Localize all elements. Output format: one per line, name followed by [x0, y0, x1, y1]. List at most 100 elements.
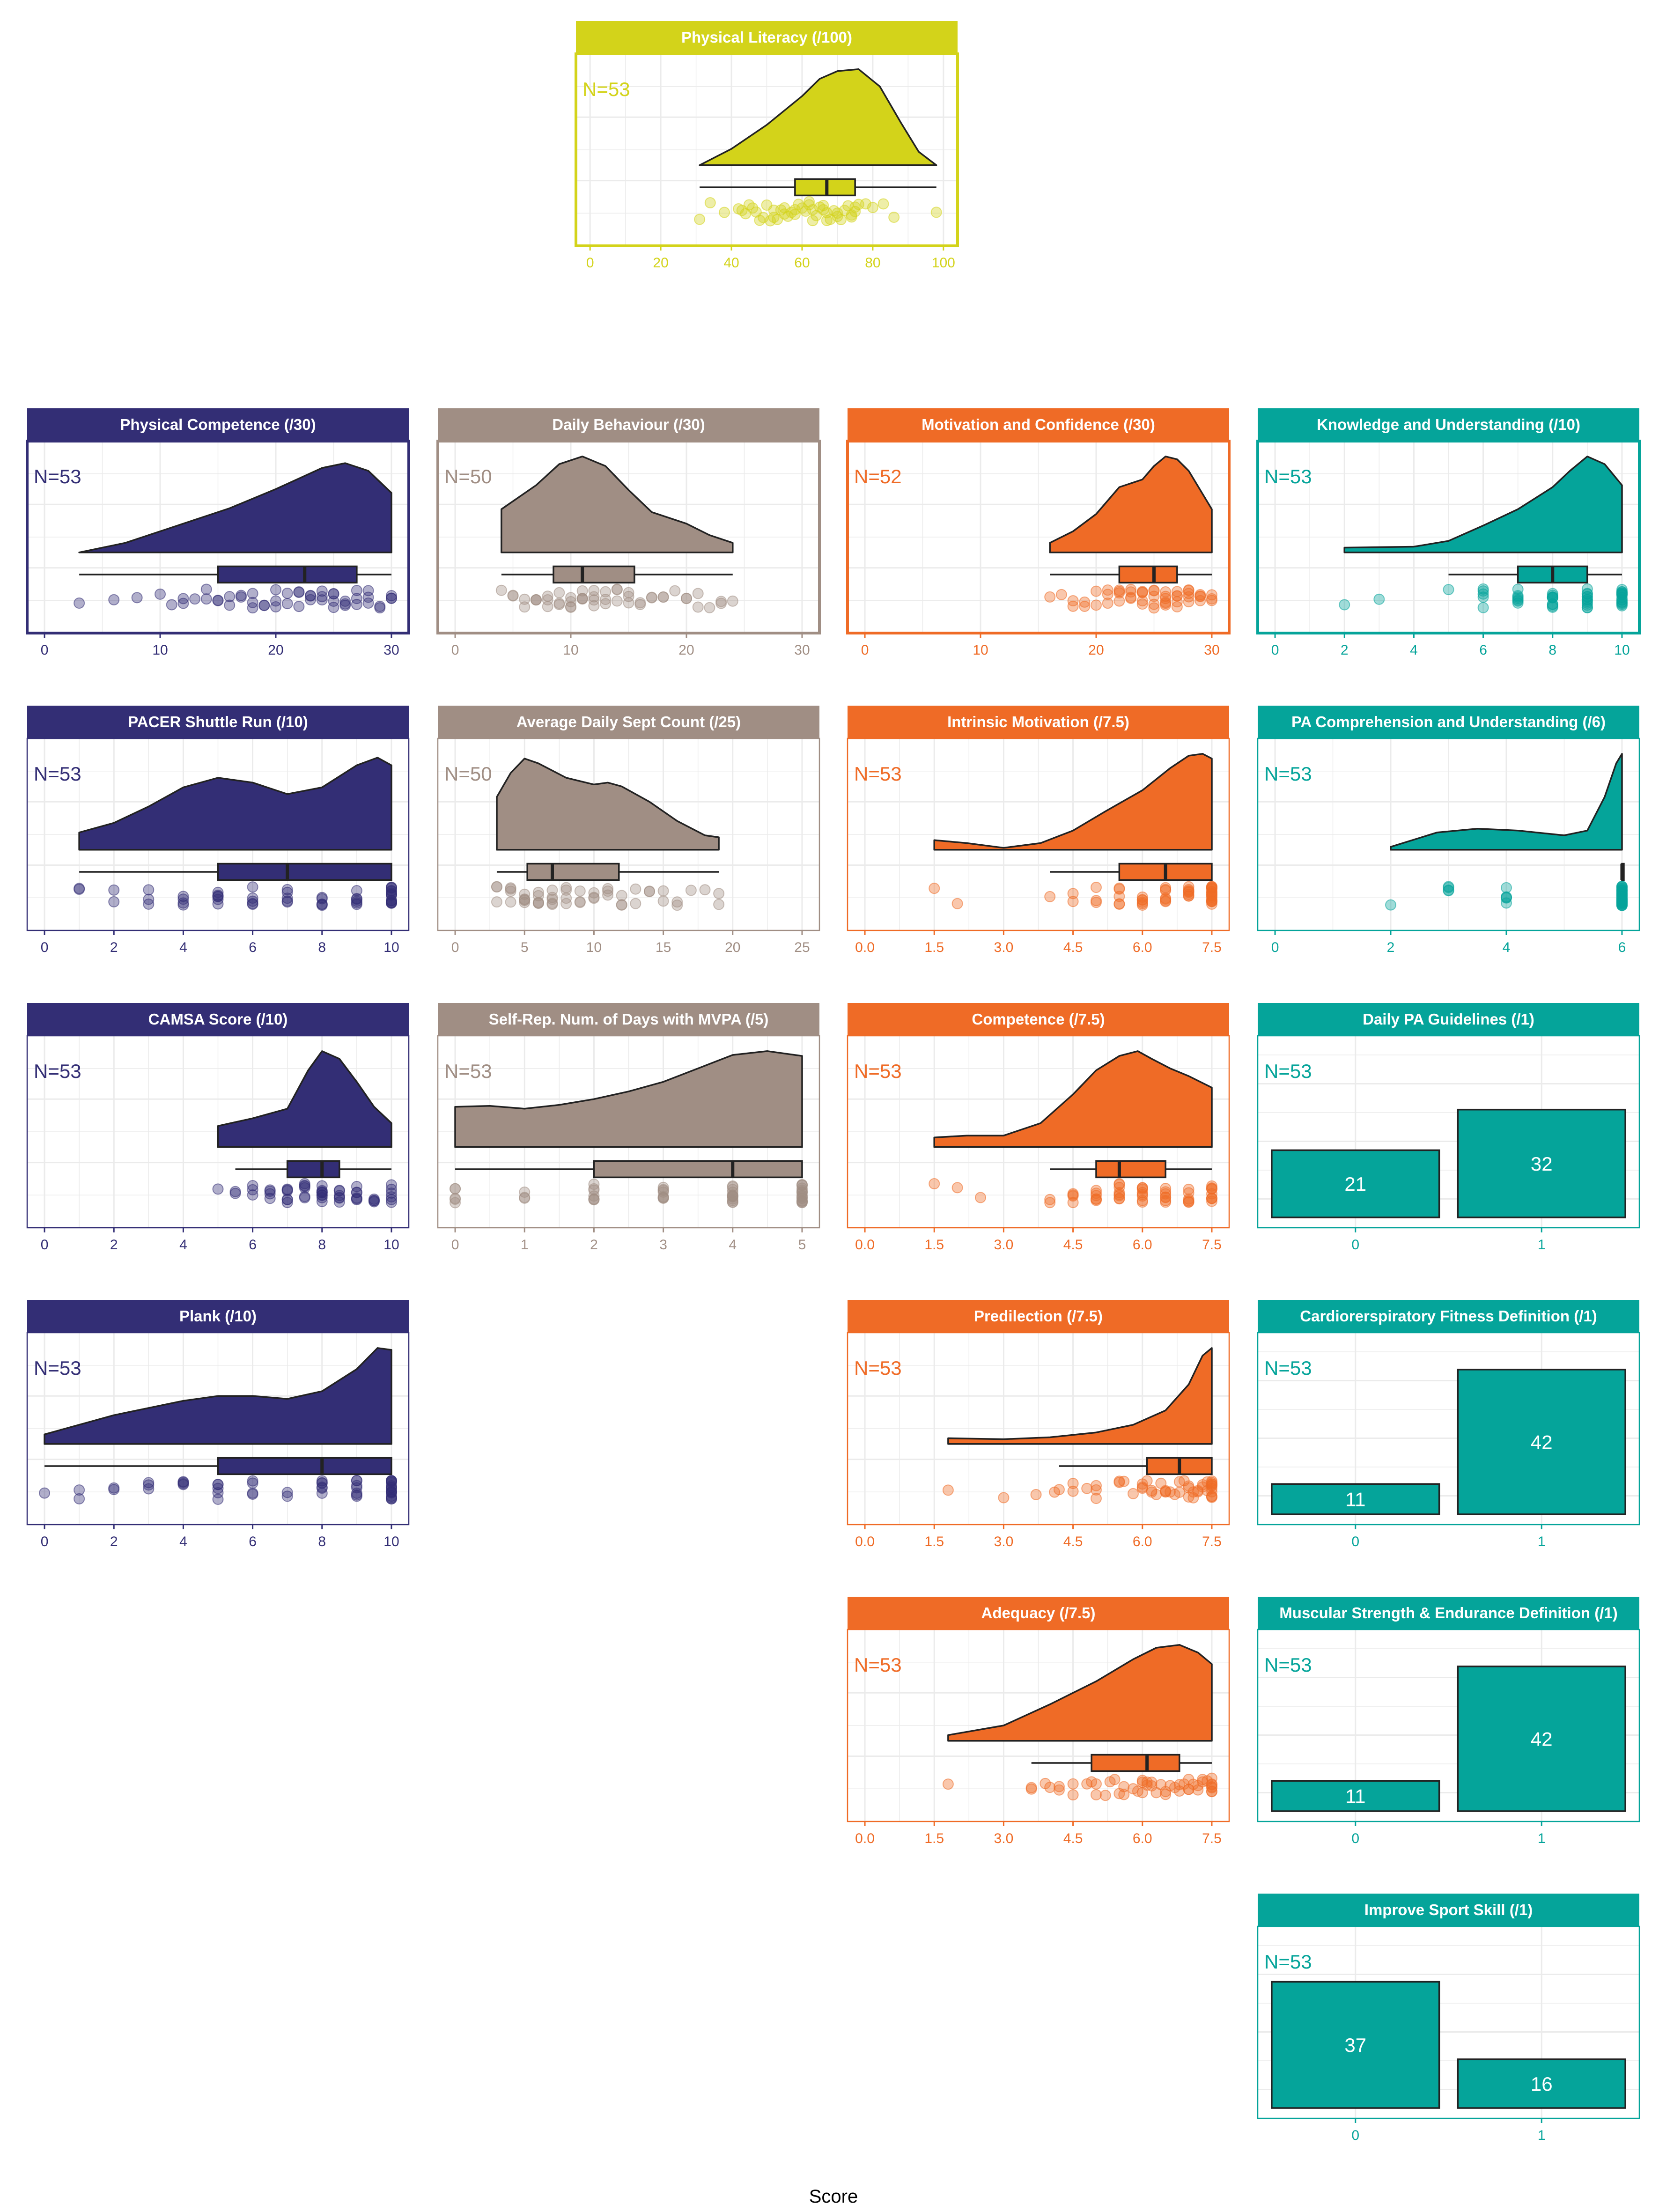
data-point	[588, 1193, 600, 1205]
panel-border	[26, 737, 410, 931]
panel-title: Motivation and Confidence (/30)	[922, 416, 1155, 433]
x-tick-label: 7.5	[1202, 940, 1222, 955]
x-tick-label: 6.0	[1133, 1534, 1152, 1549]
data-point	[177, 893, 189, 905]
x-tick-label: 0	[1351, 2128, 1359, 2143]
x-tick-label: 6.0	[1133, 1237, 1152, 1253]
data-point	[247, 892, 258, 904]
data-point	[450, 1183, 461, 1194]
strip-background	[1258, 1597, 1639, 1630]
sample-size-label: N=53	[854, 763, 902, 785]
data-point	[1136, 1194, 1148, 1206]
data-point	[1206, 1183, 1217, 1194]
data-point	[1443, 584, 1454, 596]
data-point	[630, 883, 641, 895]
rain-points	[942, 1772, 1217, 1801]
data-point	[385, 895, 397, 907]
data-point	[212, 1482, 224, 1494]
data-point	[694, 214, 706, 225]
data-point	[1581, 597, 1593, 609]
data-point	[789, 204, 801, 215]
data-point	[1067, 1485, 1079, 1497]
x-tick-label: 4.5	[1063, 1831, 1083, 1846]
x-tick-label: 10	[152, 642, 168, 658]
data-point	[143, 884, 155, 896]
x-tick-label: 3.0	[994, 1831, 1014, 1846]
x-axis-title: Score	[809, 2186, 858, 2207]
data-point	[715, 597, 727, 609]
data-point	[177, 593, 189, 605]
x-tick-label: 6	[249, 1237, 257, 1253]
x-tick-label: 20	[653, 255, 668, 271]
data-point	[1099, 1790, 1111, 1801]
data-point	[1118, 1475, 1130, 1487]
data-point	[519, 894, 531, 906]
data-point	[351, 593, 362, 605]
data-point	[1194, 591, 1206, 603]
rain-points	[1339, 583, 1628, 613]
x-tick-label: 0.0	[855, 1237, 875, 1253]
panel-motivation-confidence: Motivation and Confidence (/30) 0 10 20 30 N=…	[846, 408, 1231, 658]
x-tick-label: 1.5	[924, 940, 944, 955]
panel-title: Adequacy (/7.5)	[981, 1604, 1096, 1622]
panel-physical-competence: Physical Competence (/30) 0 10 20 30 N=53	[26, 408, 410, 658]
sample-size-label: N=53	[34, 465, 81, 487]
sample-size-label: N=53	[1264, 1951, 1312, 1973]
data-point	[623, 587, 634, 598]
panel-title: Self-Rep. Num. of Days with MVPA (/5)	[489, 1010, 769, 1028]
panel-grid: Physical Literacy (/100)0 20 40 60 80 100N=53…	[26, 21, 1641, 2143]
data-point	[247, 881, 258, 893]
data-point	[727, 1193, 738, 1205]
sample-size-label: N=53	[34, 763, 81, 785]
data-point	[1160, 590, 1172, 602]
data-point	[713, 899, 725, 910]
data-point	[616, 899, 627, 911]
sample-size-label: N=50	[444, 465, 492, 487]
data-point	[74, 883, 85, 894]
data-point	[385, 592, 397, 604]
data-point	[519, 1192, 531, 1203]
data-point	[316, 1475, 328, 1487]
panel-daily-behaviour: Daily Behaviour (/30) 0 10 20 30 N=50	[436, 408, 821, 658]
data-point	[1136, 598, 1148, 610]
data-point	[385, 1486, 397, 1498]
data-point	[576, 593, 588, 605]
x-tick-label: 3.0	[994, 940, 1014, 955]
data-point	[1183, 1196, 1194, 1208]
data-point	[1067, 888, 1079, 900]
rain-points	[929, 1178, 1217, 1209]
data-point	[247, 1184, 258, 1195]
data-point	[560, 898, 572, 909]
data-point	[1113, 595, 1125, 607]
data-point	[264, 1184, 276, 1196]
data-point	[505, 883, 516, 895]
data-point	[519, 593, 531, 605]
data-point	[328, 588, 339, 600]
sample-size-label: N=53	[854, 1357, 902, 1379]
data-point	[281, 1487, 293, 1498]
x-tick-label: 10	[563, 642, 578, 658]
strip-background	[1258, 408, 1639, 441]
x-tick-label: 4	[179, 1534, 187, 1549]
panel-daily-pa-guidelines: Daily PA Guidelines (/1) 21 0 32 1 N=53	[1257, 1003, 1640, 1253]
x-tick-label: 1	[1538, 1534, 1546, 1549]
panel-pa-comprehension: PA Comprehension and Understanding (/6) 0…	[1257, 706, 1640, 955]
data-point	[588, 591, 600, 603]
panel-muscular-strength-definition: Muscular Strength & Endurance Definition…	[1257, 1597, 1640, 1846]
data-point	[1053, 1784, 1065, 1796]
x-tick-label: 40	[723, 255, 739, 271]
data-point	[835, 214, 847, 226]
data-point	[505, 896, 516, 908]
data-point	[1090, 1778, 1102, 1790]
strip-background	[848, 706, 1229, 738]
data-point	[975, 1192, 987, 1203]
data-point	[942, 1484, 954, 1496]
bar-count-label: 21	[1344, 1173, 1366, 1195]
x-tick-label: 0	[41, 642, 49, 658]
data-point	[258, 599, 270, 611]
data-point	[491, 896, 502, 908]
data-point	[495, 584, 507, 596]
strip-background	[848, 1300, 1229, 1333]
x-tick-label: 0	[1351, 1534, 1359, 1549]
